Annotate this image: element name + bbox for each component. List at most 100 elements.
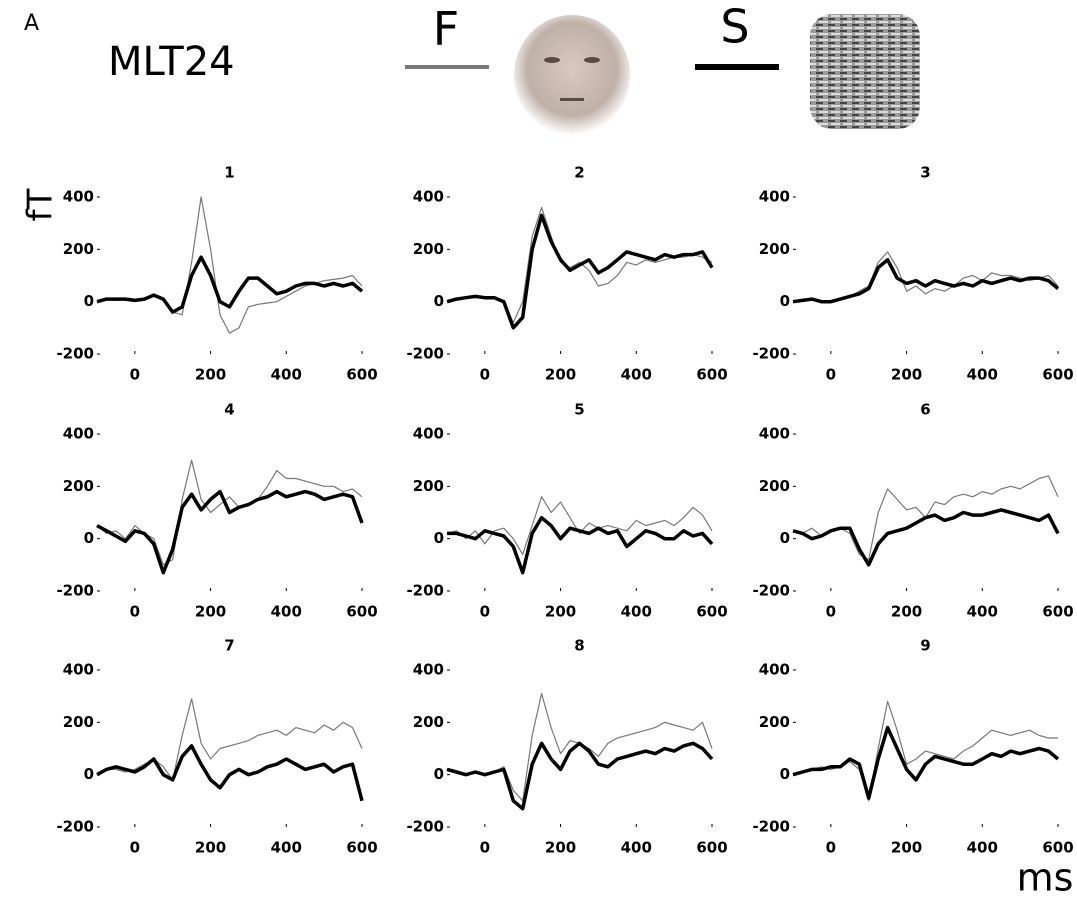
y-tick-label: 0 [434, 292, 444, 310]
data-line [792, 700, 1058, 802]
y-tick-label: 400 [63, 661, 94, 679]
subplot: 5 -200 0 200 400 0 200 400 600 [406, 401, 727, 621]
y-tick-label: 0 [84, 292, 94, 310]
y-tick-label: 0 [780, 292, 790, 310]
y-tick-label: 400 [413, 661, 444, 679]
subplot: 2 -200 0 200 400 0 200 400 600 [406, 164, 727, 384]
data-line [446, 692, 713, 802]
x-tick-label: 600 [696, 839, 727, 857]
x-tick-label: 0 [826, 839, 836, 857]
x-tick-label: 0 [130, 603, 140, 621]
x-tick-label: 400 [621, 366, 652, 384]
y-tick-label: 400 [759, 188, 790, 206]
y-tick-label: 0 [84, 529, 94, 547]
x-tick-label: 200 [195, 366, 226, 384]
y-tick-label: 400 [413, 425, 444, 443]
data-line [447, 515, 714, 575]
y-tick-label: 0 [434, 529, 444, 547]
y-tick-label: -200 [406, 345, 444, 363]
x-tick-label: 0 [826, 366, 836, 384]
x-tick-label: 400 [271, 839, 302, 857]
legend-label: S [720, 0, 749, 54]
subplot-title: 5 [574, 401, 584, 419]
y-tick-label: 200 [63, 713, 94, 731]
subplot-title: 7 [224, 637, 234, 655]
y-tick-label: 200 [63, 477, 94, 495]
x-axis-label: ms [1017, 856, 1074, 900]
x-tick-label: 400 [271, 603, 302, 621]
y-tick-label: -200 [56, 582, 94, 600]
data-line [792, 725, 1060, 800]
x-tick-label: 200 [545, 839, 576, 857]
y-tick-label: 0 [780, 765, 790, 783]
x-tick-label: 400 [621, 603, 652, 621]
subplot: 9 -200 0 200 400 0 200 400 600 [752, 637, 1073, 857]
y-tick-label: 400 [63, 425, 94, 443]
y-tick-label: 200 [759, 713, 790, 731]
x-tick-label: 600 [1042, 839, 1073, 857]
y-tick-label: 200 [413, 713, 444, 731]
subplot: 7 -200 0 200 400 0 200 400 600 [56, 637, 377, 857]
x-tick-label: 400 [967, 603, 998, 621]
x-tick-label: 600 [1042, 603, 1073, 621]
x-tick-label: 200 [545, 603, 576, 621]
y-tick-label: -200 [56, 345, 94, 363]
x-tick-label: 600 [1042, 366, 1073, 384]
y-tick-label: -200 [406, 818, 444, 836]
x-tick-label: 400 [967, 366, 998, 384]
data-line [446, 741, 714, 811]
x-tick-label: 200 [195, 603, 226, 621]
y-tick-label: 200 [63, 240, 94, 258]
subplot: 6 -200 0 200 400 0 200 400 600 [752, 401, 1073, 621]
y-tick-label: 0 [434, 765, 444, 783]
y-tick-label: 200 [413, 240, 444, 258]
data-line [96, 196, 363, 334]
y-tick-label: 400 [759, 425, 790, 443]
legend-label: F [433, 2, 459, 56]
x-tick-label: 200 [195, 839, 226, 857]
y-tick-label: 400 [413, 188, 444, 206]
figure-title: MLT24 [108, 39, 235, 85]
y-axis-label: fT [21, 188, 61, 221]
x-tick-label: 0 [480, 603, 490, 621]
x-tick-label: 0 [130, 839, 140, 857]
y-tick-label: -200 [56, 818, 94, 836]
scrambled-image [810, 14, 920, 129]
subplot: 4 -200 0 200 400 0 200 400 600 [56, 401, 377, 621]
y-tick-label: 200 [759, 240, 790, 258]
x-tick-label: 200 [891, 839, 922, 857]
x-tick-label: 200 [545, 366, 576, 384]
face-features [544, 57, 600, 101]
y-tick-label: -200 [406, 582, 444, 600]
x-tick-label: 600 [696, 366, 727, 384]
y-tick-label: -200 [752, 345, 790, 363]
x-tick-label: 600 [696, 603, 727, 621]
subplot-title: 9 [920, 637, 930, 655]
x-tick-label: 600 [346, 603, 377, 621]
x-tick-label: 0 [826, 603, 836, 621]
y-tick-label: -200 [752, 818, 790, 836]
subplot-title: 6 [920, 401, 930, 419]
x-tick-label: 600 [346, 839, 377, 857]
data-line [792, 251, 1059, 303]
x-tick-label: 0 [480, 366, 490, 384]
x-tick-label: 400 [271, 366, 302, 384]
subplot-title: 8 [574, 637, 584, 655]
y-tick-label: 400 [759, 661, 790, 679]
subplot: 1 -200 0 200 400 0 200 400 600 [56, 164, 377, 384]
x-tick-label: 0 [130, 366, 140, 384]
data-line [446, 213, 714, 330]
data-line [96, 744, 364, 802]
x-tick-label: 400 [621, 839, 652, 857]
data-line [96, 698, 363, 781]
x-tick-label: 200 [891, 366, 922, 384]
subplot: 8 -200 0 200 400 0 200 400 600 [406, 637, 727, 857]
x-tick-label: 400 [967, 839, 998, 857]
subplot: 3 -200 0 200 400 0 200 400 600 [752, 164, 1073, 384]
face-image [514, 15, 630, 135]
y-tick-label: 400 [63, 188, 94, 206]
data-line [792, 508, 1060, 567]
data-line [96, 489, 364, 575]
data-line [96, 255, 364, 314]
